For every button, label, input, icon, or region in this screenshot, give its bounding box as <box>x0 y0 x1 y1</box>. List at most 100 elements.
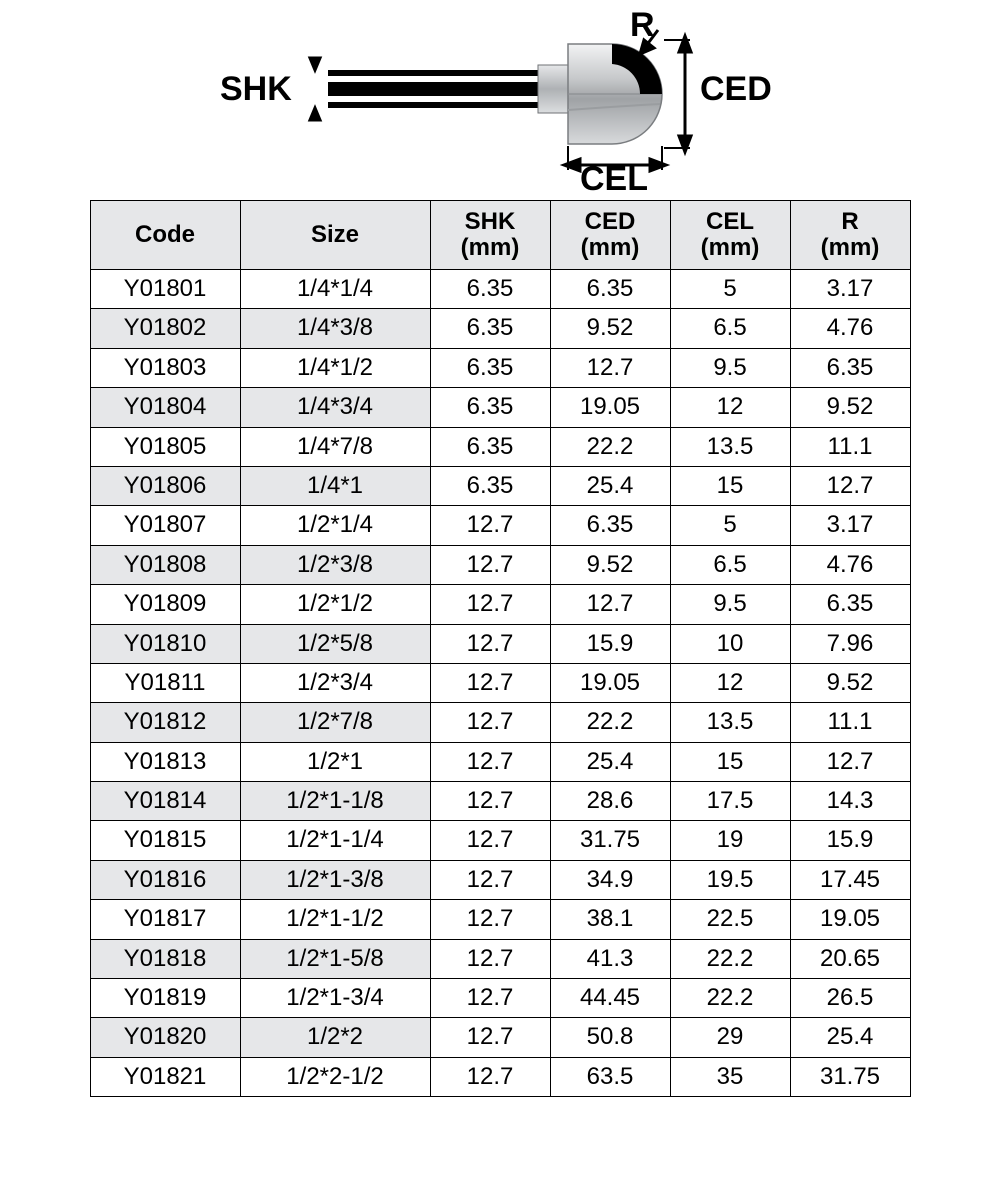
table-row: Y018031/4*1/26.3512.79.56.35 <box>90 348 910 387</box>
table-row: Y018141/2*1-1/812.728.617.514.3 <box>90 782 910 821</box>
cell-size: 1/2*2-1/2 <box>240 1057 430 1096</box>
cell-size: 1/2*1-5/8 <box>240 939 430 978</box>
cell-shk: 12.7 <box>430 939 550 978</box>
cell-r: 9.52 <box>790 388 910 427</box>
table-row: Y018101/2*5/812.715.9107.96 <box>90 624 910 663</box>
cell-shk: 6.35 <box>430 309 550 348</box>
collar-icon <box>538 65 568 113</box>
cell-size: 1/2*7/8 <box>240 703 430 742</box>
table-row: Y018191/2*1-3/412.744.4522.226.5 <box>90 979 910 1018</box>
cell-size: 1/2*1 <box>240 742 430 781</box>
cell-r: 20.65 <box>790 939 910 978</box>
cell-code: Y01801 <box>90 270 240 309</box>
cell-size: 1/2*3/8 <box>240 545 430 584</box>
col-r-l1: R <box>841 208 858 235</box>
cell-ced: 6.35 <box>550 506 670 545</box>
cell-cel: 5 <box>670 506 790 545</box>
cell-cel: 22.2 <box>670 979 790 1018</box>
cell-code: Y01813 <box>90 742 240 781</box>
cell-code: Y01820 <box>90 1018 240 1057</box>
col-ced: CED(mm) <box>550 201 670 270</box>
table-row: Y018051/4*7/86.3522.213.511.1 <box>90 427 910 466</box>
cell-code: Y01817 <box>90 900 240 939</box>
cell-shk: 12.7 <box>430 979 550 1018</box>
cell-cel: 22.2 <box>670 939 790 978</box>
col-shk: SHK(mm) <box>430 201 550 270</box>
cell-code: Y01821 <box>90 1057 240 1096</box>
col-r: R(mm) <box>790 201 910 270</box>
col-r-l2: (mm) <box>821 234 880 261</box>
diagram-area: SHK R CED CEL <box>0 10 1000 200</box>
cell-size: 1/4*3/4 <box>240 388 430 427</box>
label-cel: CEL <box>580 160 648 199</box>
cell-size: 1/2*1/2 <box>240 585 430 624</box>
cell-ced: 25.4 <box>550 466 670 505</box>
cell-ced: 22.2 <box>550 427 670 466</box>
cell-ced: 50.8 <box>550 1018 670 1057</box>
cell-shk: 12.7 <box>430 1057 550 1096</box>
cell-shk: 12.7 <box>430 860 550 899</box>
cell-size: 1/4*1/2 <box>240 348 430 387</box>
cell-size: 1/4*1/4 <box>240 270 430 309</box>
cell-code: Y01805 <box>90 427 240 466</box>
cell-cel: 5 <box>670 270 790 309</box>
shk-dim-icon <box>310 58 320 120</box>
cell-size: 1/2*1-1/4 <box>240 821 430 860</box>
cutter-head-icon <box>568 44 662 144</box>
table-row: Y018201/2*212.750.82925.4 <box>90 1018 910 1057</box>
cell-r: 11.1 <box>790 427 910 466</box>
cell-r: 12.7 <box>790 742 910 781</box>
table-header: Code Size SHK(mm) CED(mm) CEL(mm) R(mm) <box>90 201 910 270</box>
cell-ced: 9.52 <box>550 545 670 584</box>
cell-ced: 28.6 <box>550 782 670 821</box>
cell-r: 15.9 <box>790 821 910 860</box>
table-row: Y018091/2*1/212.712.79.56.35 <box>90 585 910 624</box>
cell-shk: 6.35 <box>430 270 550 309</box>
cell-r: 17.45 <box>790 860 910 899</box>
cell-shk: 12.7 <box>430 545 550 584</box>
cell-size: 1/4*3/8 <box>240 309 430 348</box>
cell-r: 3.17 <box>790 270 910 309</box>
cell-cel: 12 <box>670 388 790 427</box>
spec-table: Code Size SHK(mm) CED(mm) CEL(mm) R(mm) … <box>90 200 911 1097</box>
cell-ced: 44.45 <box>550 979 670 1018</box>
cell-ced: 19.05 <box>550 388 670 427</box>
cell-size: 1/2*1-1/2 <box>240 900 430 939</box>
col-ced-l2: (mm) <box>581 234 640 261</box>
cell-r: 11.1 <box>790 703 910 742</box>
col-size: Size <box>240 201 430 270</box>
table-row: Y018131/2*112.725.41512.7 <box>90 742 910 781</box>
cell-r: 12.7 <box>790 466 910 505</box>
cell-r: 19.05 <box>790 900 910 939</box>
cell-code: Y01814 <box>90 782 240 821</box>
table-row: Y018111/2*3/412.719.05129.52 <box>90 663 910 702</box>
cell-code: Y01802 <box>90 309 240 348</box>
cell-r: 6.35 <box>790 348 910 387</box>
cell-code: Y01812 <box>90 703 240 742</box>
cell-ced: 6.35 <box>550 270 670 309</box>
cell-cel: 29 <box>670 1018 790 1057</box>
cell-shk: 12.7 <box>430 663 550 702</box>
col-shk-l2: (mm) <box>461 234 520 261</box>
cell-size: 1/2*3/4 <box>240 663 430 702</box>
cell-size: 1/2*1-3/4 <box>240 979 430 1018</box>
cell-cel: 15 <box>670 466 790 505</box>
cell-ced: 22.2 <box>550 703 670 742</box>
col-cel: CEL(mm) <box>670 201 790 270</box>
cell-shk: 12.7 <box>430 624 550 663</box>
cell-ced: 12.7 <box>550 585 670 624</box>
cell-r: 6.35 <box>790 585 910 624</box>
table-row: Y018071/2*1/412.76.3553.17 <box>90 506 910 545</box>
cell-cel: 17.5 <box>670 782 790 821</box>
cell-shk: 12.7 <box>430 900 550 939</box>
cell-r: 4.76 <box>790 545 910 584</box>
cell-shk: 12.7 <box>430 782 550 821</box>
page: SHK R CED CEL <box>0 0 1000 1117</box>
table-row: Y018011/4*1/46.356.3553.17 <box>90 270 910 309</box>
label-shk: SHK <box>220 70 292 109</box>
cell-r: 25.4 <box>790 1018 910 1057</box>
cell-ced: 15.9 <box>550 624 670 663</box>
cell-ced: 38.1 <box>550 900 670 939</box>
table-row: Y018211/2*2-1/212.763.53531.75 <box>90 1057 910 1096</box>
cell-cel: 19 <box>670 821 790 860</box>
